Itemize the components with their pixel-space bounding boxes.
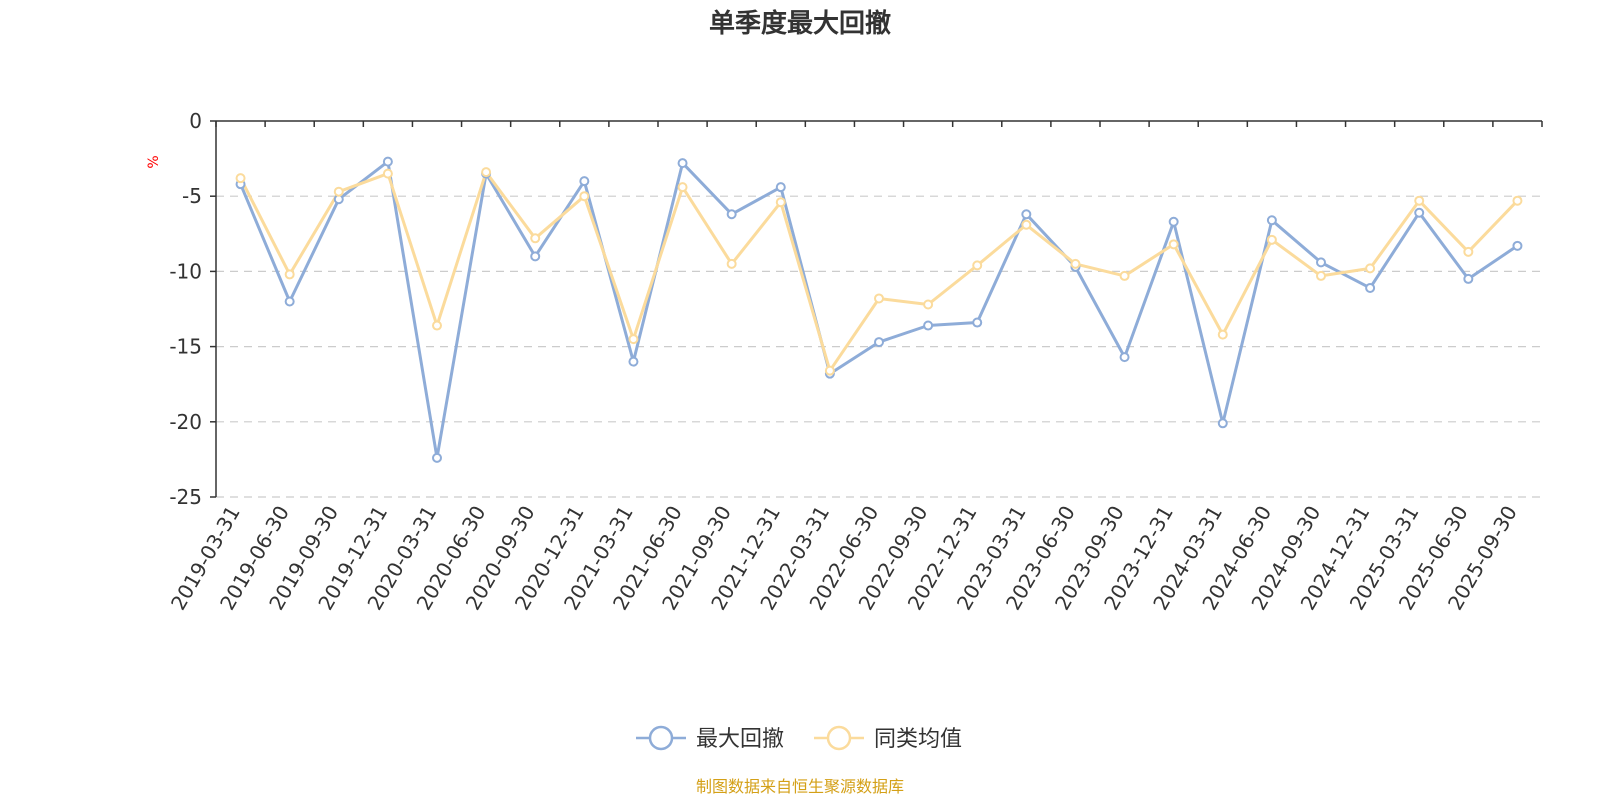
legend-label: 同类均值	[874, 727, 962, 752]
legend-item-2[interactable]: 同类均值	[814, 725, 962, 752]
data-point[interactable]	[1316, 270, 1326, 281]
data-point[interactable]	[1316, 257, 1326, 268]
y-tick-label: -5	[182, 184, 202, 208]
data-point[interactable]	[775, 197, 786, 208]
data-point[interactable]	[1021, 219, 1032, 230]
data-point[interactable]	[1021, 209, 1032, 220]
data-point[interactable]	[874, 337, 884, 348]
data-point[interactable]	[923, 320, 934, 331]
axes	[210, 120, 1543, 498]
data-point[interactable]	[775, 182, 786, 193]
y-tick-label: 0	[189, 109, 202, 133]
data-point[interactable]	[1365, 263, 1376, 274]
data-point[interactable]	[677, 182, 688, 193]
data-point[interactable]	[1217, 418, 1228, 429]
data-point[interactable]	[579, 191, 590, 202]
y-tick-label: -10	[169, 259, 202, 283]
data-point[interactable]	[1266, 234, 1277, 245]
legend-marker	[648, 725, 674, 751]
data-point[interactable]	[333, 186, 344, 197]
data-point[interactable]	[726, 209, 737, 220]
y-axis-unit: %	[146, 155, 162, 168]
data-point[interactable]	[481, 167, 492, 178]
data-point[interactable]	[628, 356, 639, 367]
data-point[interactable]	[530, 233, 541, 244]
data-point[interactable]	[1266, 215, 1277, 226]
data-point[interactable]	[1217, 329, 1228, 340]
data-point[interactable]	[1070, 258, 1081, 269]
data-point[interactable]	[1463, 273, 1474, 284]
data-point[interactable]	[923, 299, 934, 310]
data-point[interactable]	[677, 158, 688, 169]
data-point[interactable]	[1512, 195, 1523, 206]
data-point[interactable]	[432, 452, 442, 463]
data-point[interactable]	[972, 260, 983, 271]
data-point[interactable]	[726, 258, 737, 269]
legend-label: 最大回撤	[696, 727, 784, 752]
y-tick-label: -25	[169, 485, 202, 509]
data-point[interactable]	[382, 156, 393, 167]
data-point[interactable]	[1168, 216, 1179, 227]
series-lines	[235, 156, 1523, 463]
data-point[interactable]	[382, 168, 393, 179]
data-point[interactable]	[1168, 239, 1179, 250]
chart-title: 单季度最大回撤	[709, 8, 891, 39]
data-point[interactable]	[1119, 352, 1130, 363]
data-point[interactable]	[1414, 207, 1425, 218]
y-tick-label: -20	[169, 410, 202, 434]
y-tick-labels: 0 -5 -10 -15 -20 -25	[169, 109, 202, 509]
data-point[interactable]	[824, 365, 835, 376]
data-point[interactable]	[874, 293, 884, 304]
x-tick-labels: 2019-03-312019-06-302019-09-302019-12-31…	[166, 501, 1522, 614]
data-point[interactable]	[1365, 282, 1376, 293]
legend-item-1[interactable]: 最大回撤	[636, 725, 784, 752]
data-point[interactable]	[628, 334, 639, 345]
source-note: 制图数据来自恒生聚源数据库	[696, 777, 904, 796]
data-point[interactable]	[579, 176, 590, 187]
data-point[interactable]	[972, 317, 983, 328]
data-point[interactable]	[284, 269, 295, 280]
data-point[interactable]	[1512, 240, 1523, 251]
data-point[interactable]	[284, 296, 295, 307]
data-point[interactable]	[432, 320, 442, 331]
y-tick-label: -15	[169, 335, 202, 359]
legend[interactable]: 最大回撤 同类均值	[636, 725, 962, 752]
data-point[interactable]	[530, 251, 541, 262]
legend-marker	[826, 725, 852, 751]
data-point[interactable]	[1463, 246, 1474, 257]
data-point[interactable]	[1119, 270, 1130, 281]
data-point[interactable]	[1414, 195, 1425, 206]
data-point[interactable]	[235, 173, 246, 184]
